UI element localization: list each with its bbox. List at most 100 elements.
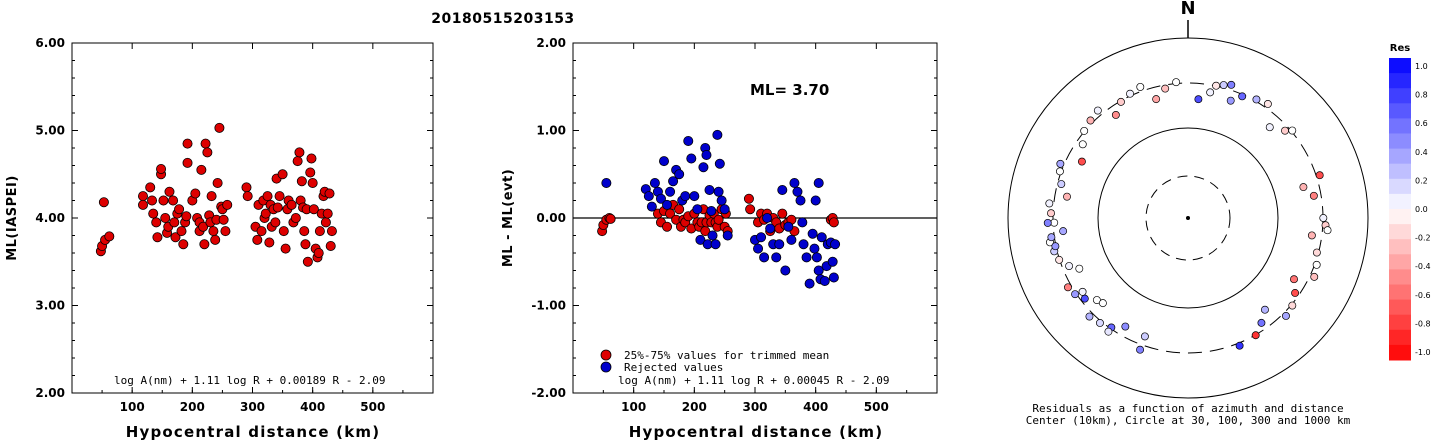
data-point	[643, 191, 654, 202]
data-point	[795, 195, 806, 206]
y-tick-label: -1.00	[531, 299, 566, 313]
station-marker	[1252, 95, 1261, 104]
data-point	[252, 234, 263, 245]
data-point	[777, 208, 788, 219]
data-point	[810, 195, 821, 206]
legend-marker-rejected	[600, 361, 612, 373]
station-marker	[1104, 327, 1113, 336]
x-tick-label: 200	[682, 400, 707, 414]
station-marker	[1260, 305, 1269, 314]
data-point	[170, 232, 181, 243]
colorbar-cell	[1389, 133, 1411, 150]
station-marker	[1111, 111, 1120, 119]
colorbar-cell	[1389, 299, 1411, 316]
station-marker	[1310, 272, 1319, 281]
station-marker	[1299, 183, 1308, 192]
station-marker	[1226, 96, 1235, 105]
colorbar-cell	[1389, 254, 1411, 270]
y-tick-label: 2.00	[35, 386, 65, 400]
data-point	[707, 230, 718, 241]
station-marker	[1059, 227, 1068, 236]
data-point	[326, 226, 337, 237]
station-marker	[1080, 294, 1089, 303]
station-marker	[1288, 301, 1297, 310]
data-point	[308, 204, 319, 215]
station-marker	[1093, 106, 1102, 115]
colorbar-cell	[1389, 284, 1411, 301]
station-marker	[1263, 99, 1272, 108]
axis-ticks: 100 200 300 400 500 -2.00 -1.00 0.00 1.00 2.00	[531, 36, 937, 414]
data-point	[151, 217, 162, 228]
data-point	[698, 162, 709, 173]
station-marker	[1212, 81, 1221, 90]
station-marker	[1291, 289, 1300, 297]
data-point	[292, 156, 303, 167]
data-point	[178, 239, 189, 250]
data-point	[174, 204, 185, 215]
x-tick-label: 100	[621, 400, 646, 414]
data-point	[762, 212, 773, 223]
data-point	[759, 252, 770, 263]
y-tick-label: 3.00	[35, 299, 65, 313]
station-marker	[1136, 345, 1145, 354]
data-point	[200, 138, 211, 149]
data-point	[680, 191, 691, 202]
station-marker	[1282, 312, 1290, 320]
y-tick-label: 4.00	[35, 211, 65, 225]
x-tick-label: 300	[240, 400, 265, 414]
station-marker	[1309, 191, 1318, 200]
colorbar-tick-label: -0.6	[1415, 291, 1431, 300]
data-point	[242, 191, 253, 202]
azimuth-residual-map: N Residuals as a function of azimuth and…	[1007, 0, 1369, 427]
data-point	[655, 193, 666, 204]
station-marker	[1172, 78, 1181, 87]
station-marker	[1194, 95, 1203, 104]
x-tick-label: 400	[300, 400, 325, 414]
data-point	[665, 186, 676, 197]
data-point	[819, 275, 830, 286]
data-point	[662, 221, 673, 232]
station-marker	[1251, 331, 1260, 340]
colorbar-cell	[1389, 118, 1411, 134]
data-point	[164, 186, 175, 197]
data-point	[220, 226, 231, 237]
data-point	[774, 239, 785, 250]
colorbar-cell	[1389, 193, 1411, 210]
station-marker	[1281, 126, 1289, 135]
data-point	[797, 217, 808, 228]
data-point	[605, 213, 616, 224]
data-point	[147, 195, 158, 206]
data-point	[777, 184, 788, 195]
colorbar-title: Res	[1390, 43, 1410, 54]
legend-marker-trimmed	[600, 349, 612, 361]
colorbar-cell	[1389, 314, 1411, 331]
data-point	[306, 153, 317, 164]
station-marker	[1057, 180, 1066, 188]
station-marker	[1043, 218, 1052, 227]
x-tick-label: 400	[803, 400, 828, 414]
station-marker	[1219, 81, 1228, 90]
station-marker	[1307, 231, 1316, 240]
station-marker	[1080, 126, 1089, 135]
colorbar-cell	[1389, 224, 1411, 240]
data-point	[668, 176, 679, 187]
data-point	[137, 199, 148, 210]
data-point	[256, 226, 267, 237]
data-point	[756, 232, 767, 243]
colorbar-cell	[1389, 269, 1411, 285]
legend-label-rejected: Rejected values	[624, 361, 723, 374]
data-point	[753, 243, 764, 254]
station-marker	[1323, 226, 1332, 235]
data-point	[325, 240, 336, 251]
station-marker	[1055, 167, 1064, 176]
formula-text: log A(nm) + 1.11 log R + 0.00189 R - 2.0…	[114, 374, 386, 387]
plot-frame	[71, 42, 434, 394]
data-point	[296, 176, 307, 187]
data-point	[813, 177, 824, 188]
y-tick-label: 6.00	[35, 36, 65, 50]
data-point	[176, 226, 187, 237]
data-point	[649, 177, 660, 188]
y-tick-label: 2.00	[536, 36, 566, 50]
magnitude-vs-distance-plot: 100 200 300 400 500 2.00 3.00 4.00 5.00 6.00 ML(I…	[5, 36, 434, 441]
ml-annotation: ML= 3.70	[750, 81, 829, 99]
